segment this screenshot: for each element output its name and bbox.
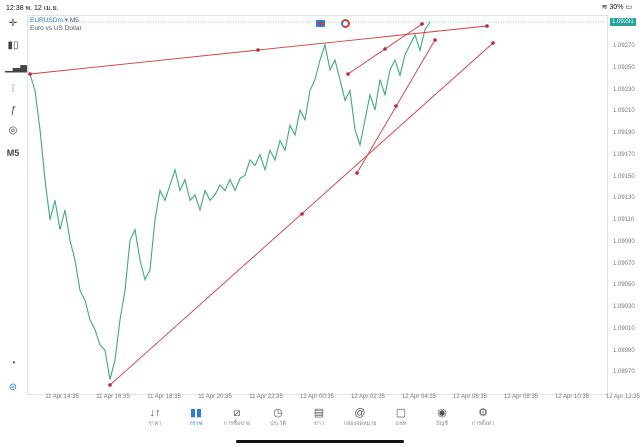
nav-item[interactable]: ◷ ประวัติ <box>258 406 298 428</box>
y-tick-label: 1.09210 <box>613 108 635 115</box>
crosshair-icon[interactable]: ✛ <box>8 18 18 29</box>
indicators-icon[interactable]: ▁▃▅ <box>5 62 29 73</box>
function-icon[interactable]: ƒ <box>10 105 16 116</box>
trendline-handle <box>28 72 32 76</box>
y-tick-label: 1.09050 <box>613 282 635 289</box>
trendline-handle <box>300 212 304 216</box>
trendline-handle <box>346 72 350 76</box>
trendline-handle <box>394 104 398 108</box>
nav-label: กราฟ <box>189 421 203 427</box>
trendline-handle <box>108 383 112 387</box>
y-tick-label: 1.08970 <box>613 369 635 376</box>
symbol-timeframe: M5 <box>69 17 79 24</box>
nav-label: แชท <box>395 421 407 427</box>
nav-label: ข่าว <box>314 421 324 427</box>
y-tick-label: 1.09150 <box>613 173 635 180</box>
nav-label: กล่องจดหมาย <box>343 421 377 427</box>
candlestick-icon[interactable]: ▮▯ <box>7 40 19 51</box>
current-price-tag: 1.09291 <box>610 18 636 26</box>
y-tick-label: 1.09090 <box>613 238 635 245</box>
nav-item[interactable]: @ กล่องจดหมาย <box>340 406 380 428</box>
y-tick-label: 1.09130 <box>613 195 635 202</box>
y-tick-label: 1.09110 <box>613 217 635 223</box>
y-tick-label: 1.09070 <box>613 260 635 267</box>
nav-label: บัญชี <box>436 421 448 427</box>
nav-label: ราคา <box>148 421 162 427</box>
nav-item[interactable]: ⚙ การตั้งค่า <box>463 406 503 428</box>
trendline-handle <box>491 41 495 45</box>
y-tick-label: 1.09170 <box>613 151 635 158</box>
chart-area[interactable] <box>27 15 608 395</box>
x-tick-label: 12 Apr 10:35 <box>554 394 590 400</box>
timeframe-button[interactable]: M5 <box>6 148 20 158</box>
y-tick-label: 1.09030 <box>613 304 635 310</box>
trendline-handle <box>485 24 489 28</box>
x-tick-label: 11 Apr 14:35 <box>45 394 79 400</box>
y-tick-label: 1.09010 <box>613 325 635 332</box>
y-tick-label: 1.09190 <box>613 130 635 136</box>
time-axis: 11 Apr 14:35 11 Apr 16:35 11 Apr 18:35 11 A… <box>0 394 640 404</box>
trendline-handle <box>383 47 387 51</box>
nav-item[interactable]: ▢ แชท <box>381 406 421 428</box>
x-tick-label: 12 Apr 00:35 <box>299 394 335 400</box>
x-tick-label: 12 Apr 12:35 <box>605 394 640 400</box>
price-line <box>29 21 431 380</box>
sliders-icon[interactable]: ⫶ <box>11 84 15 95</box>
nav-item[interactable]: ⧄ การซื้อขาย <box>217 406 257 428</box>
nav-icon: ▤ <box>313 407 325 419</box>
nav-item[interactable]: ▤ ข่าว <box>299 406 339 428</box>
battery-icon: ▭ <box>625 4 632 11</box>
nav-icon: @ <box>354 407 366 419</box>
x-tick-label: 11 Apr 22:35 <box>249 394 283 400</box>
nav-label: ประวัติ <box>269 421 287 427</box>
bottom-nav: ↓↑ ราคา ▮▮ กราฟ ⧄ การซื้อขาย ◷ ประวัติ ▤ ข่าว @ กล่… <box>0 406 640 436</box>
trendlines <box>28 22 495 387</box>
trendline-handle <box>433 38 437 42</box>
status-time: 12:38 พ. 12 เม.ย. <box>6 5 59 12</box>
nav-icon: ◷ <box>273 407 283 419</box>
symbol-info[interactable]: EURUSDm ▾ M5 Euro vs US Dollar <box>30 17 82 32</box>
trendline-handle <box>256 48 260 52</box>
y-tick-label: 1.09230 <box>613 86 635 93</box>
nav-label: การตั้งค่า <box>471 421 495 427</box>
nav-item[interactable]: ◉ บัญชี <box>422 406 462 428</box>
x-tick-label: 12 Apr 06:35 <box>452 394 488 400</box>
shapes-icon[interactable]: ◎ <box>8 125 18 136</box>
signal-icon[interactable]: ◔ <box>9 358 17 369</box>
status-bar: 12:38 พ. 12 เม.ย. ≋ 30% ▭ <box>0 0 640 14</box>
trendline-handle <box>420 22 424 26</box>
nav-icon: ▢ <box>395 407 407 419</box>
symbol-description: Euro vs US Dollar <box>30 25 82 32</box>
x-tick-label: 11 Apr 16:35 <box>96 394 130 400</box>
nav-icon: ↓↑ <box>149 407 161 419</box>
y-tick-label: 1.09250 <box>613 64 635 71</box>
trade-level-icon[interactable] <box>341 19 350 28</box>
trendline-handle <box>355 171 359 175</box>
nav-item[interactable]: ▮▮ กราฟ <box>176 406 216 428</box>
nav-icon: ◉ <box>437 407 447 419</box>
y-tick-label: 1.09270 <box>613 43 635 49</box>
nav-item[interactable]: ↓↑ ราคา <box>135 406 175 428</box>
x-tick-label: 12 Apr 04:35 <box>401 394 437 400</box>
nav-icon: ⚙ <box>478 407 488 419</box>
x-tick-label: 11 Apr 18:35 <box>147 394 181 400</box>
left-toolbar: ✛ ▮▯ ▁▃▅ ⫶ ƒ ◎ M5 ◔ ⊜ <box>0 14 29 404</box>
y-tick-label: 1.08990 <box>613 347 635 354</box>
home-indicator <box>236 440 404 443</box>
wifi-icon: ≋ <box>601 4 608 11</box>
symbol-name[interactable]: EURUSDm <box>30 17 63 24</box>
x-tick-label: 11 Apr 20:35 <box>198 394 232 400</box>
x-tick-label: 12 Apr 08:35 <box>503 394 539 400</box>
broker-logo-icon[interactable]: ⊜ <box>8 382 18 393</box>
nav-label: การซื้อขาย <box>223 421 251 427</box>
x-tick-label: 12 Apr 02:35 <box>350 394 386 400</box>
status-right: ≋ 30% ▭ <box>601 4 632 11</box>
nav-icon: ▮▮ <box>189 407 203 419</box>
nav-icon: ⧄ <box>233 407 241 419</box>
one-click-trading-icon[interactable] <box>316 20 325 27</box>
